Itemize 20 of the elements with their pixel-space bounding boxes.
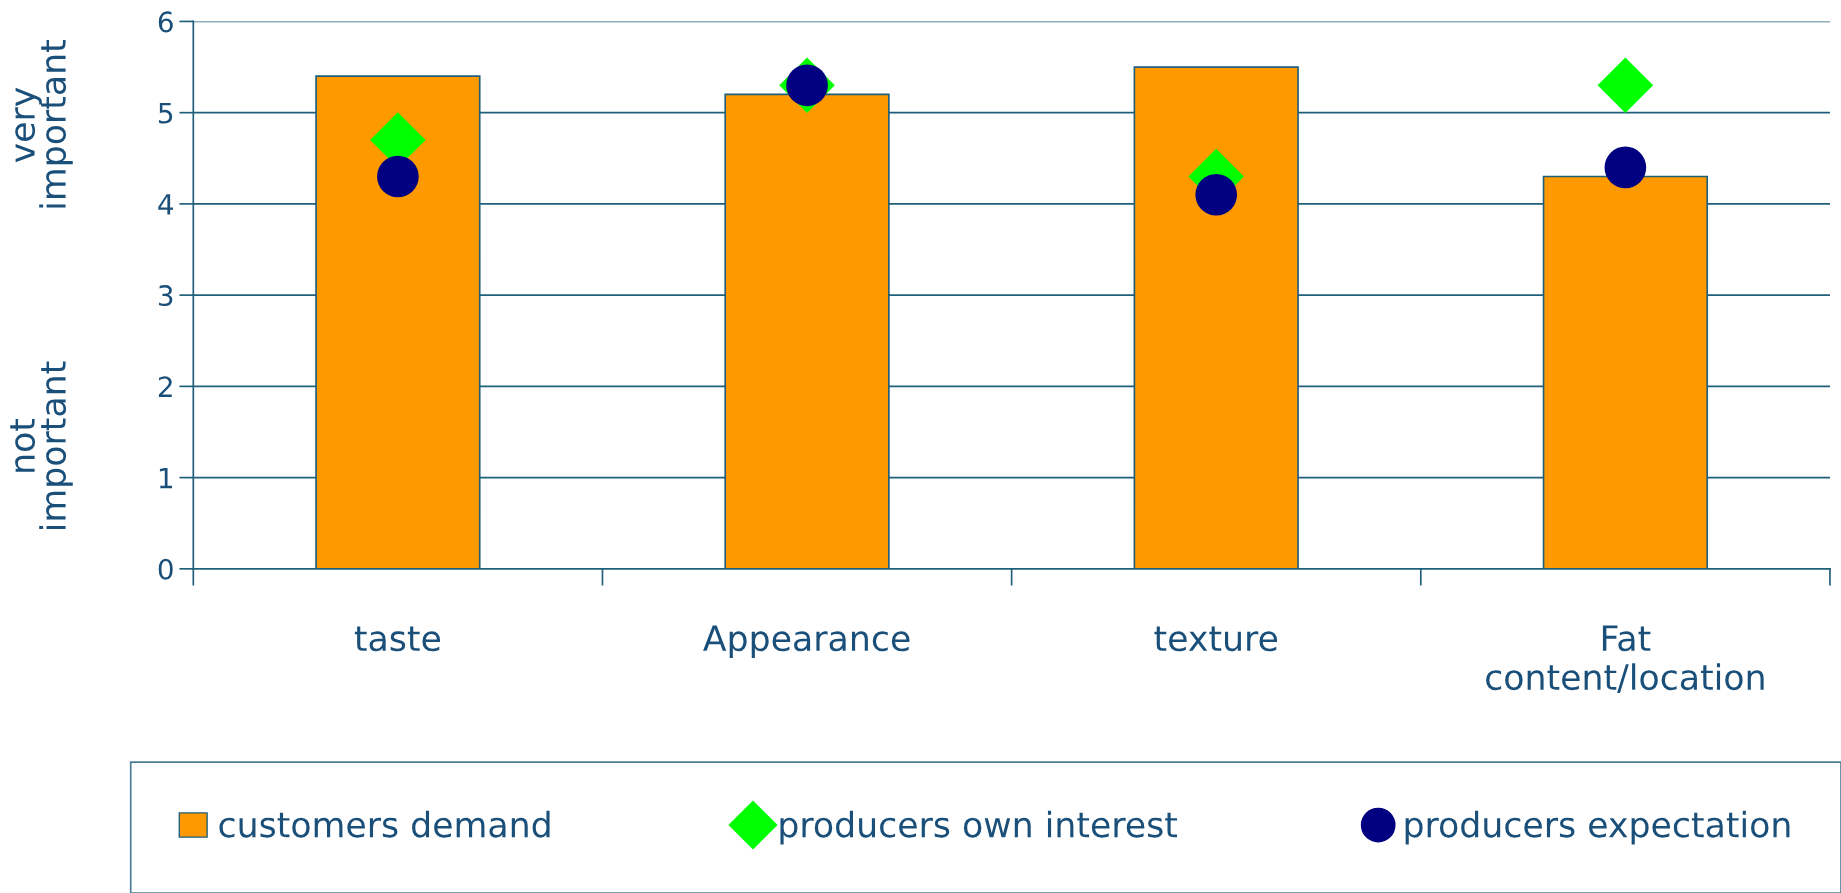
legend-label: producers expectation xyxy=(1405,810,1790,845)
y-tick-label: 3 xyxy=(159,285,173,307)
y-tick-label: 0 xyxy=(158,558,173,580)
y-tick-label: 1 xyxy=(159,467,172,489)
text: very important xyxy=(15,40,73,208)
point xyxy=(1597,57,1654,114)
point xyxy=(377,155,419,198)
x-tick-label: Fat content/location xyxy=(1486,625,1764,693)
x-tick-label: taste xyxy=(354,626,441,652)
legend-label: customers demand xyxy=(219,810,550,838)
x-tick-label: Appearance xyxy=(703,625,910,658)
legend-label: producers own interest xyxy=(780,810,1178,845)
y-tick-label: 4 xyxy=(158,194,173,215)
y-tick-label: 5 xyxy=(159,102,173,124)
text: not important xyxy=(10,361,73,529)
y-tick-label: 2 xyxy=(158,376,172,397)
point xyxy=(1195,173,1238,216)
point xyxy=(1604,146,1647,189)
y-tick-label: 6 xyxy=(158,11,173,33)
x-tick-label: texture xyxy=(1154,626,1278,652)
